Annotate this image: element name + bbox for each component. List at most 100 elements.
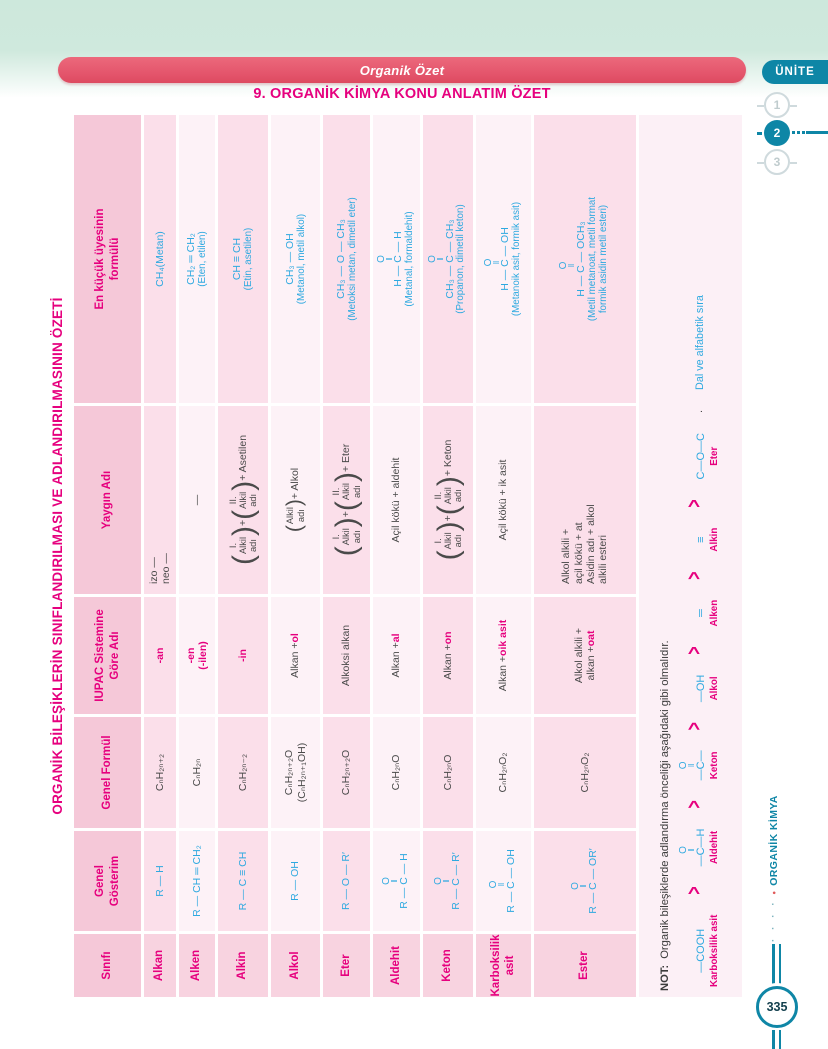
greater-than-icon: > [681, 800, 706, 809]
table-cell: O ‖ H — C — OH (Metanoik asit, formik asit) [476, 115, 531, 403]
table-cell: (Alkil adı) + Alkol [271, 406, 320, 594]
table-cell: izo — neo — [144, 406, 176, 594]
summary-table: Sınıfı Genel Gösterim Genel Formül IUPAC Sis… [74, 115, 636, 997]
section-pill-label: Organik Özet [359, 62, 445, 78]
row-label: Aldehit [373, 934, 420, 997]
row-label: Karboksilik asit [476, 934, 531, 997]
table-cell: Alkan + ol [271, 597, 320, 714]
table-cell: R — CH ═ CH₂ [179, 831, 215, 931]
table-cell: Alkan + on [423, 597, 473, 714]
table-cell: -in [218, 597, 268, 714]
table-cell: (I. Alkil adı) + (II. Alkil adı) + Asetilen [218, 406, 268, 594]
column-header: Genel Gösterim [74, 831, 141, 931]
table-cell: CₙH₂ₙ₊₂O (CₙH₂ₙ₊₁OH) [271, 717, 320, 828]
table-cell: O ‖ H — C — H (Metanal, formaldehit) [373, 115, 420, 403]
section-pill: Organik Özet [58, 57, 746, 83]
unit-step-2-active: 2 [757, 120, 790, 146]
column-header: Genel Formül [74, 717, 141, 828]
table-cell: R — C ≡ CH [218, 831, 268, 931]
table-cell: -an [144, 597, 176, 714]
table-cell: O ‖ H — C — OCH₃ (Metil metanoat, metil for… [534, 115, 636, 403]
priority-item: —OH Alkol [694, 674, 720, 703]
table-title: ORGANİK BİLEŞİKLERİN SINIFLANDIRILMASI V… [50, 297, 65, 815]
table-cell: O ‖ R — C — R′ [423, 831, 473, 931]
column-header: IUPAC Sistemine Göre Adı [74, 597, 141, 714]
badge-line-top [772, 944, 781, 986]
table-cell: CₙH₂ₙO [423, 717, 473, 828]
row-label: Ester [534, 934, 636, 997]
greater-than-icon: > [681, 499, 706, 508]
side-label-dots: · · · · [768, 899, 779, 942]
red-dot-icon: • [768, 890, 779, 895]
table-cell: CₙH₂ₙO₂ [534, 717, 636, 828]
priority-item: O ‖ —C— Keton [678, 750, 720, 781]
table-cell: CₙH₂ₙ₊₂O [323, 717, 370, 828]
page-number-badge: 335 [756, 986, 798, 1028]
top-gradient [0, 0, 828, 98]
table-cell: R — H [144, 831, 176, 931]
table-cell: O ‖ R — C — OR′ [534, 831, 636, 931]
unit-step-3: 3 [757, 149, 797, 175]
side-label-text: ORGANİK KİMYA [767, 795, 780, 886]
row-label: Alkin [218, 934, 268, 997]
greater-than-icon: > [681, 886, 706, 895]
table-cell: Alkoksi alkan [323, 597, 370, 714]
priority-item: —COOH Karboksilik asit [694, 914, 720, 987]
table-cell: Alkan + oik asit [476, 597, 531, 714]
priority-punct: . [692, 409, 705, 414]
table-cell: CₙH₂ₙ₊₂ [144, 717, 176, 828]
table-cell: CₙH₂ₙ₋₂ [218, 717, 268, 828]
rotated-table-block: ORGANİK BİLEŞİKLERİN SINIFLANDIRILMASI V… [50, 115, 742, 997]
table-cell: CH₃ — OH (Metanol, metil alkol) [271, 115, 320, 403]
priority-item: ≡ Alkin [694, 527, 720, 552]
table-cell: O ‖ CH₃ — C — CH₃ (Propanon, dimetil keton) [423, 115, 473, 403]
unit-tab: ÜNİTE [762, 60, 828, 84]
priority-tail: Dal ve alfabetik sıra [693, 295, 706, 390]
priority-item: O ‖ —C—H Aldehit [678, 828, 720, 867]
note-sentence: NOT: Organik bileşiklerde adlandırma önc… [659, 640, 671, 991]
table-cell: O ‖ R — C — OH [476, 831, 531, 931]
table-cell: Açil kökü + aldehit [373, 406, 420, 594]
table-cell: CH₄(Metan) [144, 115, 176, 403]
table-cell: CH₂ ═ CH₂ (Eten, etilen) [179, 115, 215, 403]
table-cell: -en (-ilen) [179, 597, 215, 714]
row-label: Alken [179, 934, 215, 997]
priority-item: C—O—C Eter [694, 433, 720, 480]
priority-sequence: —COOH Karboksilik asit > O ‖ —C—H Aldehit > O ‖ —C… [678, 123, 720, 991]
unit-step-1: 1 [757, 92, 797, 118]
note-section: NOT: Organik bileşiklerde adlandırma önc… [639, 115, 742, 997]
side-label: · · · · • ORGANİK KİMYA [766, 795, 781, 942]
table-cell: CₙH₂ₙO [373, 717, 420, 828]
column-header: Sınıfı [74, 934, 141, 997]
greater-than-icon: > [681, 722, 706, 731]
row-label: Keton [423, 934, 473, 997]
row-label: Alkol [271, 934, 320, 997]
table-cell: R — OH [271, 831, 320, 931]
unit-step-dotted-line [792, 131, 805, 134]
table-cell: CₙH₂ₙ [179, 717, 215, 828]
table-cell: O ‖ R — C — H [373, 831, 420, 931]
table-cell: Alkol alkili + alkan + oat [534, 597, 636, 714]
column-header: Yaygın Adı [74, 406, 141, 594]
table-cell: Alkol alkili + açil kökü + at Asidin adı +… [534, 406, 636, 594]
table-cell: Alkan + al [373, 597, 420, 714]
row-label: Alkan [144, 934, 176, 997]
greater-than-icon: > [681, 646, 706, 655]
table-cell: — [179, 406, 215, 594]
column-header: En küçük üyesinin formülü [74, 115, 141, 403]
unit-step-line [806, 131, 828, 134]
table-cell: CₙH₂ₙO₂ [476, 717, 531, 828]
page-title: 9. ORGANİK KİMYA KONU ANLATIM ÖZET [253, 86, 551, 102]
row-label: Eter [323, 934, 370, 997]
badge-line-bottom [772, 1030, 781, 1049]
greater-than-icon: > [681, 571, 706, 580]
table-cell: (I. Alkil adı) + (II. Alkil adı) + Eter [323, 406, 370, 594]
table-cell: Açil kökü + ik asit [476, 406, 531, 594]
note-label: NOT: [659, 964, 671, 991]
table-cell: CH₃ — O — CH₃ (Metoksi metan, dimetil ete… [323, 115, 370, 403]
table-cell: CH ≡ CH (Etin, asetilen) [218, 115, 268, 403]
table-cell: (I. Alkil adı) + (II. Alkil adı) + Keton [423, 406, 473, 594]
table-cell: R — O — R′ [323, 831, 370, 931]
priority-item: ═ Alken [694, 599, 720, 627]
